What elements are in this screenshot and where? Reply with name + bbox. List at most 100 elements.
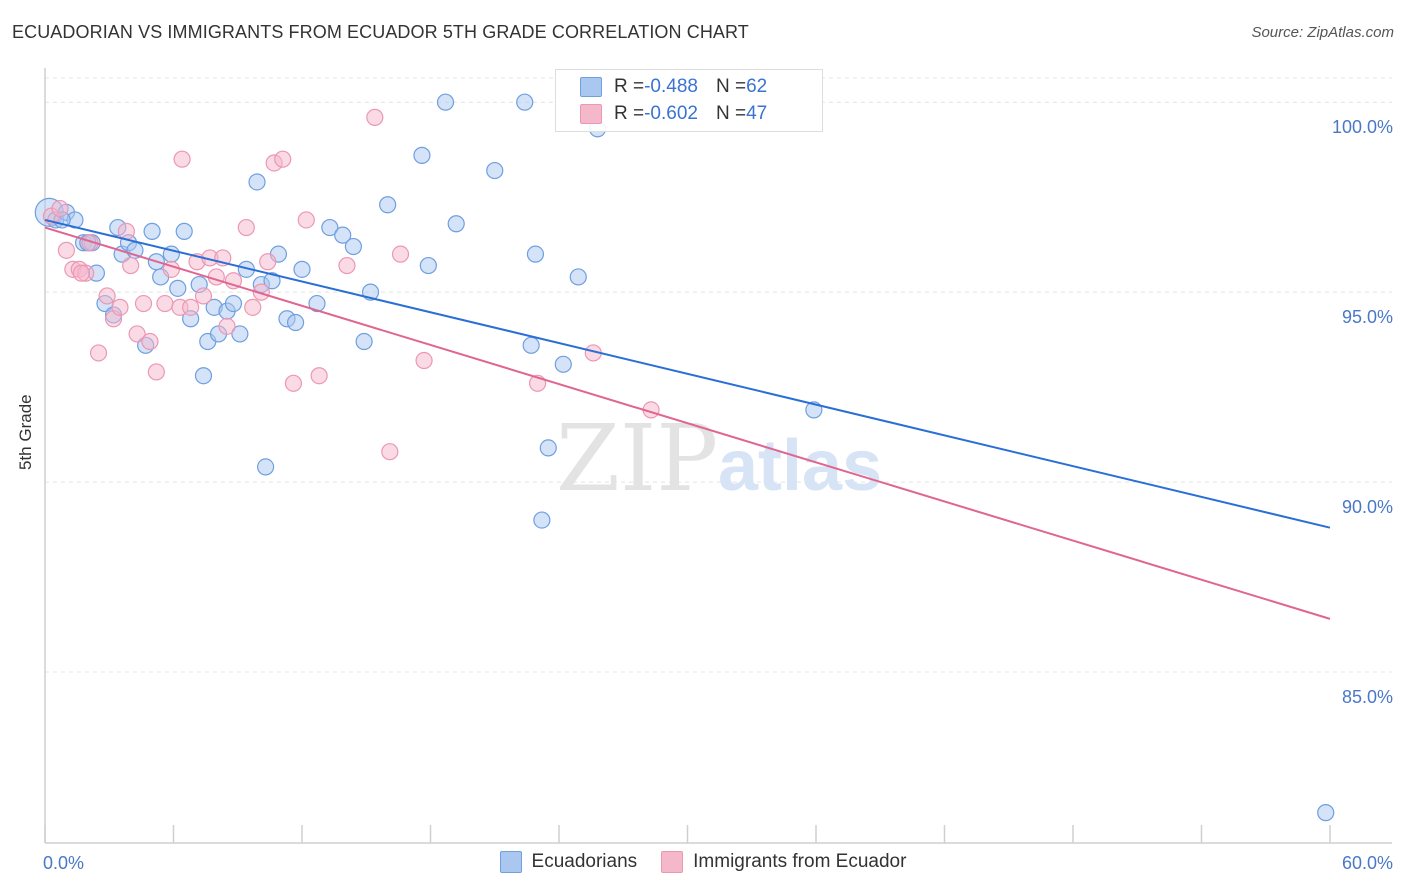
- legend-label-immigrants: Immigrants from Ecuador: [693, 851, 907, 872]
- ecuadorian-point: [308, 294, 326, 313]
- immigrant-point: [381, 443, 399, 461]
- legend-label-ecuadorians: Ecuadorians: [531, 851, 638, 872]
- ecuadorian-point: [413, 146, 431, 164]
- n-label: N =: [715, 76, 747, 97]
- x-tick-label: 60.0%: [1342, 853, 1393, 873]
- immigrant-point: [338, 256, 356, 275]
- stats-row-immigrants: R = -0.602 N = 47: [580, 102, 767, 126]
- ecuadorians-swatch: [580, 77, 602, 97]
- immigrant-point: [259, 253, 277, 271]
- immigrant-point: [117, 222, 135, 240]
- ecuadorian-point: [143, 222, 161, 240]
- immigrant-point: [156, 294, 174, 313]
- ecuadorian-point: [355, 332, 373, 351]
- immigrant-point: [297, 211, 315, 229]
- ecuadorians-legend-swatch: [499, 851, 522, 873]
- y-tick-labels: 85.0% 90.0% 95.0% 100.0%: [1332, 117, 1393, 707]
- y-tick-label: 100.0%: [1332, 117, 1393, 137]
- immigrant-point: [72, 264, 91, 282]
- ecuadorian-point: [522, 336, 540, 354]
- immigrant-point: [111, 298, 129, 316]
- ecuadorian-point: [321, 218, 339, 237]
- chart-title: ECUADORIAN VS IMMIGRANTS FROM ECUADOR 5T…: [12, 22, 749, 42]
- ecuadorian-point: [175, 222, 193, 240]
- watermark-atlas: atlas: [718, 426, 882, 506]
- stats-row-ecuadorians: R = -0.488 N = 62: [580, 75, 767, 99]
- ecuadorian-point: [436, 93, 455, 111]
- ecuadorian-point: [533, 511, 551, 529]
- n-label: N =: [715, 103, 747, 124]
- legend-item-immigrants[interactable]: Immigrants from Ecuador: [661, 851, 906, 873]
- ecuadorian-point: [1317, 804, 1335, 822]
- immigrant-point: [218, 317, 236, 335]
- trend-lines: [44, 218, 1331, 620]
- ecuadorian-point: [169, 279, 187, 297]
- immigrant-point: [366, 108, 384, 126]
- n-value: 62: [746, 76, 768, 97]
- r-value: -0.602: [644, 103, 698, 124]
- immigrant-point: [284, 374, 303, 392]
- immigrant-point: [134, 294, 153, 313]
- immigrant-point: [98, 287, 116, 305]
- ecuadorian-point: [231, 325, 249, 343]
- r-value: -0.488: [644, 76, 698, 97]
- ecuadorian-point: [256, 458, 275, 476]
- immigrant-point: [391, 245, 410, 263]
- r-label: R =: [614, 103, 645, 124]
- ecuadorian-point: [194, 367, 213, 385]
- ecuadorian-point: [447, 215, 465, 233]
- x-tick-label: 0.0%: [43, 853, 84, 873]
- gridlines: [45, 77, 1392, 673]
- immigrant-point: [194, 287, 213, 305]
- ecuadorian-point: [539, 439, 557, 457]
- ecuadorian-point: [516, 93, 534, 111]
- immigrant-point: [244, 298, 262, 316]
- ecuadorian-point: [554, 355, 572, 373]
- y-tick-label: 85.0%: [1342, 687, 1393, 707]
- immigrants-trend-line: [44, 226, 1331, 620]
- immigrant-point: [173, 150, 191, 168]
- ecuadorian-point: [334, 226, 352, 244]
- immigrant-point: [310, 367, 328, 385]
- data-points: [34, 93, 1335, 822]
- source-label: Source: ZipAtlas.com: [1251, 24, 1394, 41]
- immigrant-point: [141, 332, 159, 351]
- watermark: ZIP atlas: [556, 405, 882, 512]
- immigrant-point: [252, 283, 270, 301]
- immigrant-point: [147, 363, 165, 381]
- ecuadorian-point: [293, 260, 311, 278]
- r-label: R =: [614, 76, 645, 97]
- ecuadorian-point: [224, 294, 243, 313]
- ecuadorian-point: [486, 161, 504, 180]
- immigrant-point: [182, 298, 200, 316]
- series-legend: Ecuadorians Immigrants from Ecuador: [0, 851, 1406, 873]
- immigrants-legend-swatch: [661, 851, 684, 873]
- ecuadorians-trend-line: [44, 218, 1331, 529]
- stats-legend: R = -0.488 N = 62 R = -0.602 N = 47: [555, 69, 823, 132]
- immigrant-point: [51, 199, 69, 218]
- immigrant-point: [89, 344, 108, 362]
- axes: [44, 68, 1392, 844]
- immigrant-point: [207, 268, 225, 286]
- immigrant-point: [415, 351, 433, 370]
- immigrant-point: [122, 256, 140, 275]
- n-value: 47: [746, 103, 768, 124]
- ecuadorian-point: [344, 237, 362, 256]
- ecuadorian-point: [569, 268, 587, 286]
- ecuadorian-point: [526, 245, 545, 263]
- ecuadorian-point: [286, 313, 305, 332]
- watermark-zip: ZIP: [556, 405, 718, 512]
- immigrant-point: [57, 241, 76, 259]
- legend-item-ecuadorians[interactable]: Ecuadorians: [499, 851, 638, 873]
- x-tick-labels: 0.0% 60.0%: [43, 853, 1393, 873]
- y-tick-label: 95.0%: [1342, 307, 1393, 327]
- immigrant-point: [274, 150, 292, 168]
- immigrants-swatch: [580, 104, 602, 124]
- immigrant-point: [128, 325, 146, 343]
- immigrant-point: [237, 218, 255, 237]
- ecuadorian-point: [248, 173, 266, 191]
- ecuadorian-point: [263, 272, 281, 290]
- ecuadorian-point: [379, 196, 397, 214]
- y-tick-label: 90.0%: [1342, 497, 1393, 517]
